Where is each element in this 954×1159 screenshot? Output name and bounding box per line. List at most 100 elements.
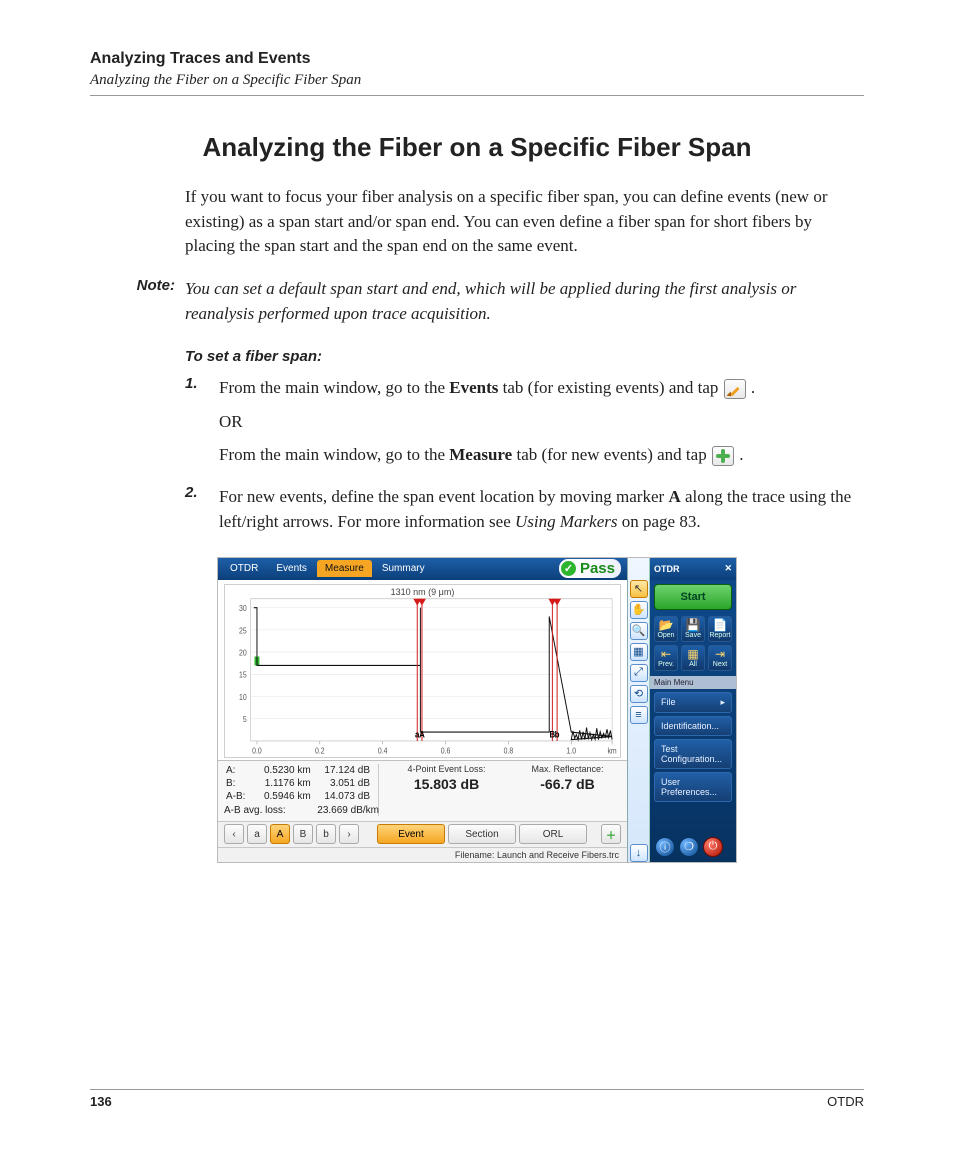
header-rule xyxy=(90,95,864,96)
otdr-main-panel: OTDR Events Measure Summary ✓ Pass 1310 … xyxy=(218,558,628,862)
tool-more[interactable]: ≡ xyxy=(630,706,648,724)
page-footer: 136 OTDR xyxy=(90,1089,864,1109)
svg-text:5: 5 xyxy=(243,714,247,724)
check-icon: ✓ xyxy=(561,561,576,576)
step-2-a: For new events, define the span event lo… xyxy=(219,487,668,506)
svg-text:0.0: 0.0 xyxy=(252,746,262,756)
svg-text:20: 20 xyxy=(239,648,247,658)
marker-nav-button[interactable]: a xyxy=(247,824,267,844)
marker-A-bold: A xyxy=(668,487,680,506)
page-heading: Analyzing the Fiber on a Specific Fiber … xyxy=(90,132,864,163)
otdr-screenshot: OTDR Events Measure Summary ✓ Pass 1310 … xyxy=(217,557,737,863)
filename-value: Launch and Receive Fibers.trc xyxy=(497,850,619,860)
svg-text:10: 10 xyxy=(239,692,247,702)
step-1-line2-a: From the main window, go to the xyxy=(219,445,449,464)
footer-rule xyxy=(90,1089,864,1090)
avg-loss-label: A-B avg. loss: xyxy=(224,805,286,816)
tool-fit[interactable]: ⤢ xyxy=(630,664,648,682)
tool-hand[interactable]: ✋ xyxy=(630,601,648,619)
marker-nav-button[interactable]: ‹ xyxy=(224,824,244,844)
svg-text:15: 15 xyxy=(239,670,247,680)
data-row: B:1.1176 km3.051 dB xyxy=(224,777,372,790)
marker-nav-button[interactable]: › xyxy=(339,824,359,844)
step-1-line2-b: tab (for new events) and tap xyxy=(512,445,711,464)
pencil-icon xyxy=(728,382,742,396)
marker-nav-button[interactable]: A xyxy=(270,824,290,844)
tool-pointer[interactable]: ↖ xyxy=(630,580,648,598)
footer-product: OTDR xyxy=(827,1094,864,1109)
mode-tab-orl[interactable]: ORL xyxy=(519,824,587,844)
step-1-body: From the main window, go to the Events t… xyxy=(219,375,864,476)
main-menu-label: Main Menu xyxy=(650,676,736,689)
svg-text:0.2: 0.2 xyxy=(315,746,325,756)
zoom-toolbar: ↖ ✋ 🔍 ▦ ⤢ ⟲ ≡ ↓ xyxy=(628,558,650,862)
side-menu-file[interactable]: File▸ xyxy=(654,692,732,713)
subheading-to-set: To set a fiber span: xyxy=(185,348,864,365)
step-1-line1-a: From the main window, go to the xyxy=(219,378,449,397)
trace-svg: 510152025300.00.20.40.60.81.0kmaABb xyxy=(225,585,620,757)
marker-nav-button[interactable]: B xyxy=(293,824,313,844)
header-subsection: Analyzing the Fiber on a Specific Fiber … xyxy=(90,72,864,89)
svg-text:A: A xyxy=(419,729,425,740)
start-button[interactable]: Start xyxy=(654,584,732,610)
tab-measure[interactable]: Measure xyxy=(317,560,372,577)
body-paragraph-1: If you want to focus your fiber analysis… xyxy=(185,185,864,259)
power-round-button[interactable]: ⏻ xyxy=(703,837,723,857)
step-1-line1-b: tab (for existing events) and tap xyxy=(498,378,722,397)
scroll-down-button[interactable]: ↓ xyxy=(630,844,648,862)
step-2-c: on page 83. xyxy=(617,512,700,531)
event-loss-label: 4-Point Event Loss: xyxy=(393,764,500,774)
side-bottom-row: ⓘ ❍ ⏻ xyxy=(650,832,736,862)
help-round-button[interactable]: ❍ xyxy=(679,837,699,857)
side-btn-all[interactable]: ▦All xyxy=(681,645,705,671)
tool-grid[interactable]: ▦ xyxy=(630,643,648,661)
data-row: A-B:0.5946 km14.073 dB xyxy=(224,790,372,803)
close-icon[interactable]: ✕ xyxy=(724,563,732,574)
reflectance-value: -66.7 dB xyxy=(514,776,621,792)
edit-pencil-button[interactable] xyxy=(724,379,746,399)
svg-text:0.4: 0.4 xyxy=(378,746,388,756)
side-menu-testconfiguration[interactable]: Test Configuration... xyxy=(654,739,732,769)
trace-chart-title: 1310 nm (9 μm) xyxy=(391,587,455,597)
info-round-button[interactable]: ⓘ xyxy=(655,837,675,857)
event-loss-block: 4-Point Event Loss: 15.803 dB xyxy=(393,764,500,816)
add-event-button[interactable]: ＋ xyxy=(601,824,621,844)
tab-bar: OTDR Events Measure Summary ✓ Pass xyxy=(218,558,627,580)
svg-text:25: 25 xyxy=(239,626,247,636)
step-1-period: . xyxy=(747,378,756,397)
step-1-number: 1. xyxy=(185,375,219,476)
side-btn-next[interactable]: ⇥Next xyxy=(708,645,732,671)
event-loss-value: 15.803 dB xyxy=(393,776,500,792)
add-plus-button[interactable] xyxy=(712,446,734,466)
trace-chart[interactable]: 1310 nm (9 μm) 510152025300.00.20.40.60.… xyxy=(224,584,621,758)
step-2-body: For new events, define the span event lo… xyxy=(219,484,864,543)
side-btn-prev[interactable]: ⇤Prev. xyxy=(654,645,678,671)
marker-nav-button[interactable]: b xyxy=(316,824,336,844)
page-number: 136 xyxy=(90,1094,112,1109)
ab-table: A:0.5230 km17.124 dBB:1.1176 km3.051 dBA… xyxy=(224,764,379,816)
step-2-number: 2. xyxy=(185,484,219,543)
svg-text:0.6: 0.6 xyxy=(441,746,451,756)
side-btn-report[interactable]: 📄Report xyxy=(708,616,732,642)
mode-tab-section[interactable]: Section xyxy=(448,824,516,844)
side-btn-save[interactable]: 💾Save xyxy=(681,616,705,642)
tab-otdr[interactable]: OTDR xyxy=(222,560,266,577)
note-label: Note: xyxy=(90,277,185,326)
tool-zoom[interactable]: 🔍 xyxy=(630,622,648,640)
side-btn-open[interactable]: 📂Open xyxy=(654,616,678,642)
tool-undo[interactable]: ⟲ xyxy=(630,685,648,703)
note-text: You can set a default span start and end… xyxy=(185,277,864,326)
tab-events[interactable]: Events xyxy=(268,560,315,577)
pass-label: Pass xyxy=(580,560,615,577)
side-title: OTDR xyxy=(654,564,680,574)
header-section-title: Analyzing Traces and Events xyxy=(90,50,864,68)
side-menu-userpreferences[interactable]: User Preferences... xyxy=(654,772,732,802)
side-menu-identification[interactable]: Identification... xyxy=(654,716,732,736)
mode-tab-event[interactable]: Event xyxy=(377,824,445,844)
filename-label: Filename: xyxy=(455,850,495,860)
data-row: A:0.5230 km17.124 dB xyxy=(224,764,372,777)
marker-button-row: ‹aABb› EventSectionORL ＋ xyxy=(218,821,627,847)
step-2: 2. For new events, define the span event… xyxy=(185,484,864,543)
using-markers-ref: Using Markers xyxy=(515,512,617,531)
tab-summary[interactable]: Summary xyxy=(374,560,433,577)
